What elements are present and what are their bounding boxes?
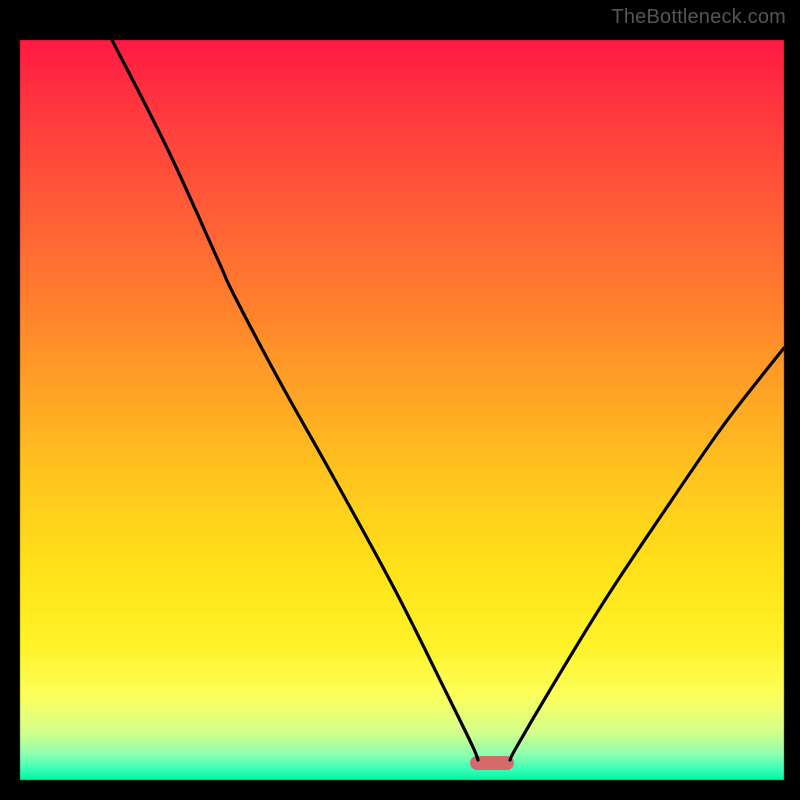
bottleneck-chart: TheBottleneck.com (0, 0, 800, 800)
gradient-background (0, 0, 800, 800)
watermark-text: TheBottleneck.com (611, 6, 786, 29)
